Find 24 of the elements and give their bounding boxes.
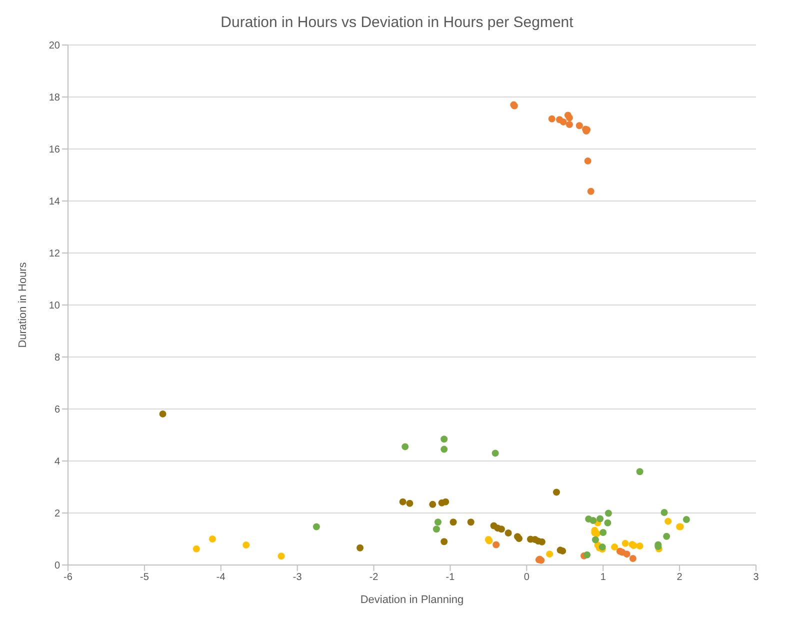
y-tick-label: 12 bbox=[48, 248, 60, 260]
x-axis-title: Deviation in Planning bbox=[360, 594, 464, 606]
x-tick-label: -2 bbox=[369, 572, 379, 584]
x-tick-label: -6 bbox=[64, 572, 73, 584]
y-axis-title: Duration in Hours bbox=[16, 262, 29, 348]
y-tick-label: 16 bbox=[48, 144, 60, 156]
x-tick-label: -4 bbox=[216, 572, 226, 584]
y-tick-label: 18 bbox=[48, 92, 60, 104]
x-tick-label: 0 bbox=[524, 572, 530, 584]
y-tick-label: 20 bbox=[48, 40, 60, 52]
x-tick-label: -1 bbox=[446, 572, 456, 584]
chart-title: Duration in Hours vs Deviation in Hours per Segment bbox=[220, 13, 574, 33]
x-tick-label: -5 bbox=[140, 572, 150, 584]
y-tick-label: 8 bbox=[54, 352, 60, 364]
x-tick-label: 2 bbox=[676, 572, 683, 584]
x-tick-label: 1 bbox=[600, 572, 606, 584]
y-tick-label: 14 bbox=[48, 196, 60, 208]
x-tick-label: -3 bbox=[292, 572, 302, 584]
x-tick-label: 3 bbox=[753, 572, 760, 584]
y-tick-label: 0 bbox=[54, 560, 60, 572]
y-tick-label: 6 bbox=[54, 404, 60, 416]
y-tick-label: 10 bbox=[48, 300, 60, 312]
y-tick-label: 4 bbox=[54, 456, 60, 468]
y-tick-label: 2 bbox=[54, 508, 60, 520]
